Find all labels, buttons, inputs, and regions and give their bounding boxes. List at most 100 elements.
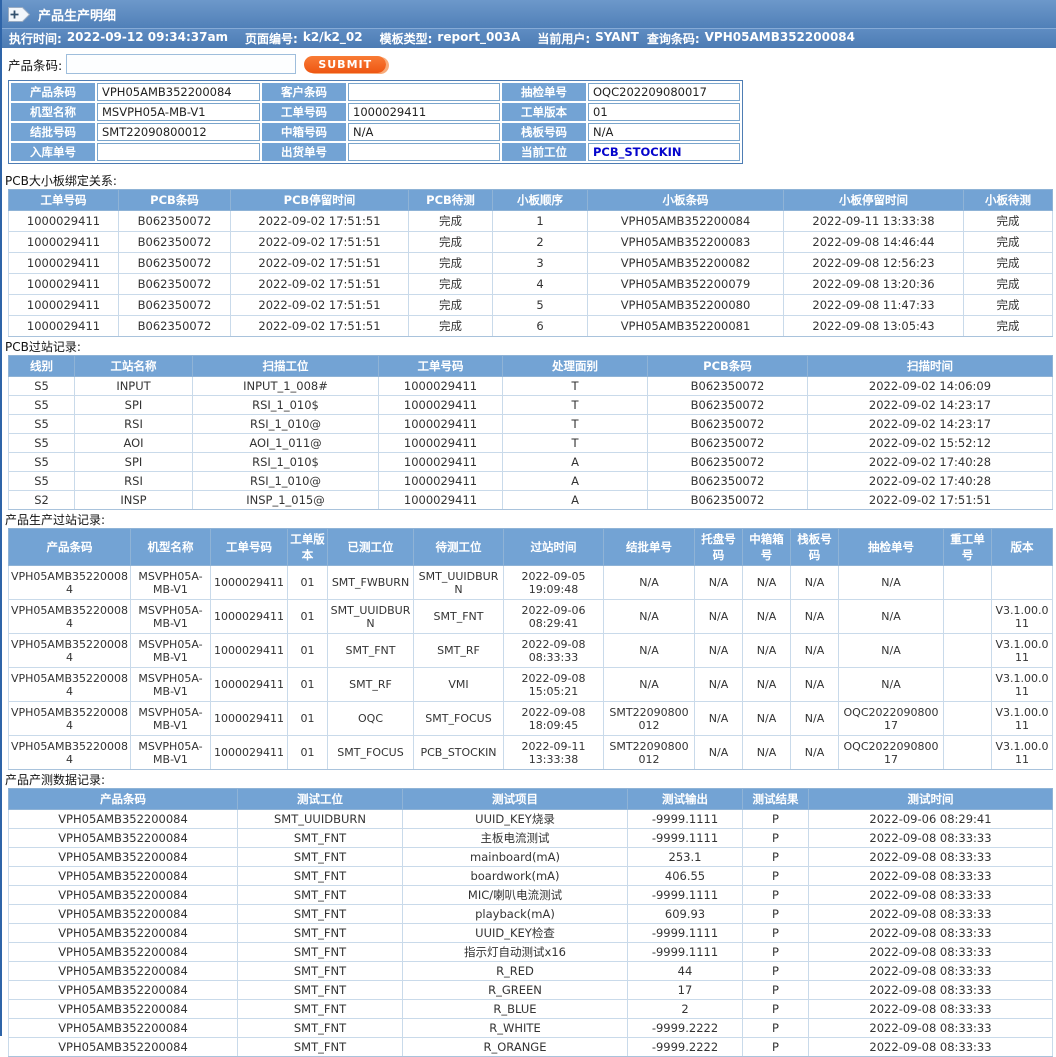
info-label: 结批号码 xyxy=(11,123,95,141)
table-cell: 1000029411 xyxy=(378,376,503,396)
table-row: S5 INPUT INPUT_1_008# 1000029411 T B062350072… xyxy=(8,376,1053,396)
table-cell: SMT_RF xyxy=(413,633,504,668)
table-row: 1000029411 B062350072 2022-09-02 17:51:51 完… xyxy=(8,252,1053,274)
table-cell: R_RED xyxy=(402,961,628,981)
table-cell: INPUT_1_008# xyxy=(192,376,379,396)
meta-bar: 执行时间: 2022-09-12 09:34:37am 页面编号: k2/k2_… xyxy=(2,29,1056,48)
table-cell: 2022-09-06 08:29:41 xyxy=(503,599,604,634)
submit-button[interactable]: SUBMIT xyxy=(304,55,387,73)
table-cell: VPH05AMB352200084 xyxy=(8,980,238,1000)
table-cell: N/A xyxy=(694,599,743,634)
table-cell: 1000029411 xyxy=(210,735,288,770)
table-cell: VPH05AMB352200084 xyxy=(8,1037,238,1057)
table-cell: SMT_FNT xyxy=(237,942,403,962)
table-cell: VPH05AMB352200084 xyxy=(8,885,238,905)
info-value xyxy=(97,143,260,161)
section-title-test: 产品产测数据记录: xyxy=(5,773,106,787)
table-cell: VPH05AMB352200084 xyxy=(8,599,131,634)
column-header: 待测工位 xyxy=(413,528,504,566)
column-header: 结批单号 xyxy=(603,528,695,566)
table-cell: S5 xyxy=(8,452,75,472)
table-cell: VPH05AMB352200084 xyxy=(8,866,238,886)
page-title-bar: 产品生产明细 xyxy=(2,0,1056,29)
table-row: S2 INSP INSP_1_015@ 1000029411 A B062350072 20… xyxy=(8,490,1053,510)
table-cell: 609.93 xyxy=(627,904,743,924)
test-data-table: 产品条码 测试工位 测试项目 测试输出 测试结果 测试时间 VPH05AMB35220008… xyxy=(8,788,1053,1057)
table-cell: VPH05AMB352200084 xyxy=(8,999,238,1019)
query-barcode-label: 查询条码: xyxy=(646,32,700,46)
table-cell: N/A xyxy=(742,599,791,634)
table-row: VPH05AMB352200084 SMT_FNT 主板电流测试 -9999.1111… xyxy=(8,828,1053,848)
table-cell: V3.1.00.011 xyxy=(991,633,1053,668)
product-summary-table: 产品条码 VPH05AMB352200084 客户条码 抽检单号 OQC20220908… xyxy=(8,80,743,164)
table-cell: B062350072 xyxy=(118,273,231,295)
table-cell: INPUT xyxy=(74,376,193,396)
table-cell: VPH05AMB352200084 xyxy=(587,210,784,232)
table-cell: P xyxy=(742,828,809,848)
table-cell: SMT_FWBURN xyxy=(327,565,414,600)
table-cell: RSI xyxy=(74,414,193,434)
table-cell: SMT_FNT xyxy=(237,885,403,905)
column-header: 测试项目 xyxy=(402,788,628,810)
table-cell: SMT22090800012 xyxy=(603,701,695,736)
table-cell: 完成 xyxy=(963,252,1053,274)
table-cell: SMT_FNT xyxy=(237,980,403,1000)
table-cell: MSVPH05A-MB-V1 xyxy=(130,633,211,668)
table-cell: S5 xyxy=(8,395,75,415)
table-cell: N/A xyxy=(790,599,839,634)
table-cell: 2022-09-08 08:33:33 xyxy=(808,847,1053,867)
table-cell: 2022-09-08 08:33:33 xyxy=(808,1037,1053,1057)
table-cell: N/A xyxy=(790,633,839,668)
table-cell: 01 xyxy=(287,735,328,770)
expand-icon[interactable] xyxy=(7,6,31,23)
table-cell: PCB_STOCKIN xyxy=(413,735,504,770)
table-cell: 253.1 xyxy=(627,847,743,867)
column-header: PCB条码 xyxy=(118,189,231,211)
table-row: 1000029411 B062350072 2022-09-02 17:51:51 完… xyxy=(8,273,1053,295)
table-cell: VPH05AMB352200084 xyxy=(8,735,131,770)
table-cell: P xyxy=(742,942,809,962)
table-cell: B062350072 xyxy=(118,210,231,232)
table-cell: 01 xyxy=(287,599,328,634)
table-cell: 1000029411 xyxy=(8,252,119,274)
section-title-binding: PCB大小板绑定关系: xyxy=(5,174,117,188)
table-cell: 44 xyxy=(627,961,743,981)
table-cell: VPH05AMB352200082 xyxy=(587,252,784,274)
table-cell: N/A xyxy=(603,667,695,702)
table-cell: VPH05AMB352200084 xyxy=(8,565,131,600)
table-cell: N/A xyxy=(694,667,743,702)
column-header: 产品条码 xyxy=(8,788,238,810)
table-cell: B062350072 xyxy=(647,395,808,415)
table-cell: 01 xyxy=(287,565,328,600)
table-cell: VPH05AMB352200084 xyxy=(8,701,131,736)
table-cell: 主板电流测试 xyxy=(402,828,628,848)
table-header-row: 产品条码 测试工位 测试项目 测试输出 测试结果 测试时间 xyxy=(8,788,1053,810)
column-header: 工站名称 xyxy=(74,355,193,377)
table-cell: 1000029411 xyxy=(8,315,119,337)
current-user-label: 当前用户: xyxy=(537,32,591,46)
table-cell: AOI xyxy=(74,433,193,453)
column-header: 工单号码 xyxy=(8,189,119,211)
column-header: 测试结果 xyxy=(742,788,809,810)
table-row: VPH05AMB352200084 SMT_FNT playback(mA) 609.… xyxy=(8,904,1053,924)
table-cell: A xyxy=(502,452,648,472)
column-header: 栈板号码 xyxy=(790,528,839,566)
table-cell: 2022-09-08 15:05:21 xyxy=(503,667,604,702)
table-cell: UUID_KEY烧录 xyxy=(402,809,628,829)
table-cell: 完成 xyxy=(963,231,1053,253)
table-cell: AOI_1_011@ xyxy=(192,433,379,453)
table-cell: SMT_UUIDBURN xyxy=(413,565,504,600)
table-cell: -9999.1111 xyxy=(627,885,743,905)
table-cell: SMT_FOCUS xyxy=(413,701,504,736)
table-cell: 1 xyxy=(492,210,588,232)
info-label: 当前工位 xyxy=(502,143,586,161)
table-cell: 01 xyxy=(287,667,328,702)
table-cell: 完成 xyxy=(963,315,1053,337)
barcode-input[interactable] xyxy=(66,54,297,74)
table-cell: 2022-09-08 08:33:33 xyxy=(808,866,1053,886)
table-row: 1000029411 B062350072 2022-09-02 17:51:51 完… xyxy=(8,294,1053,316)
table-cell: SMT_FNT xyxy=(237,1018,403,1038)
table-cell: 2022-09-02 15:52:12 xyxy=(807,433,1053,453)
column-header: PCB条码 xyxy=(647,355,808,377)
current-station-link[interactable]: PCB_STOCKIN xyxy=(593,145,682,159)
